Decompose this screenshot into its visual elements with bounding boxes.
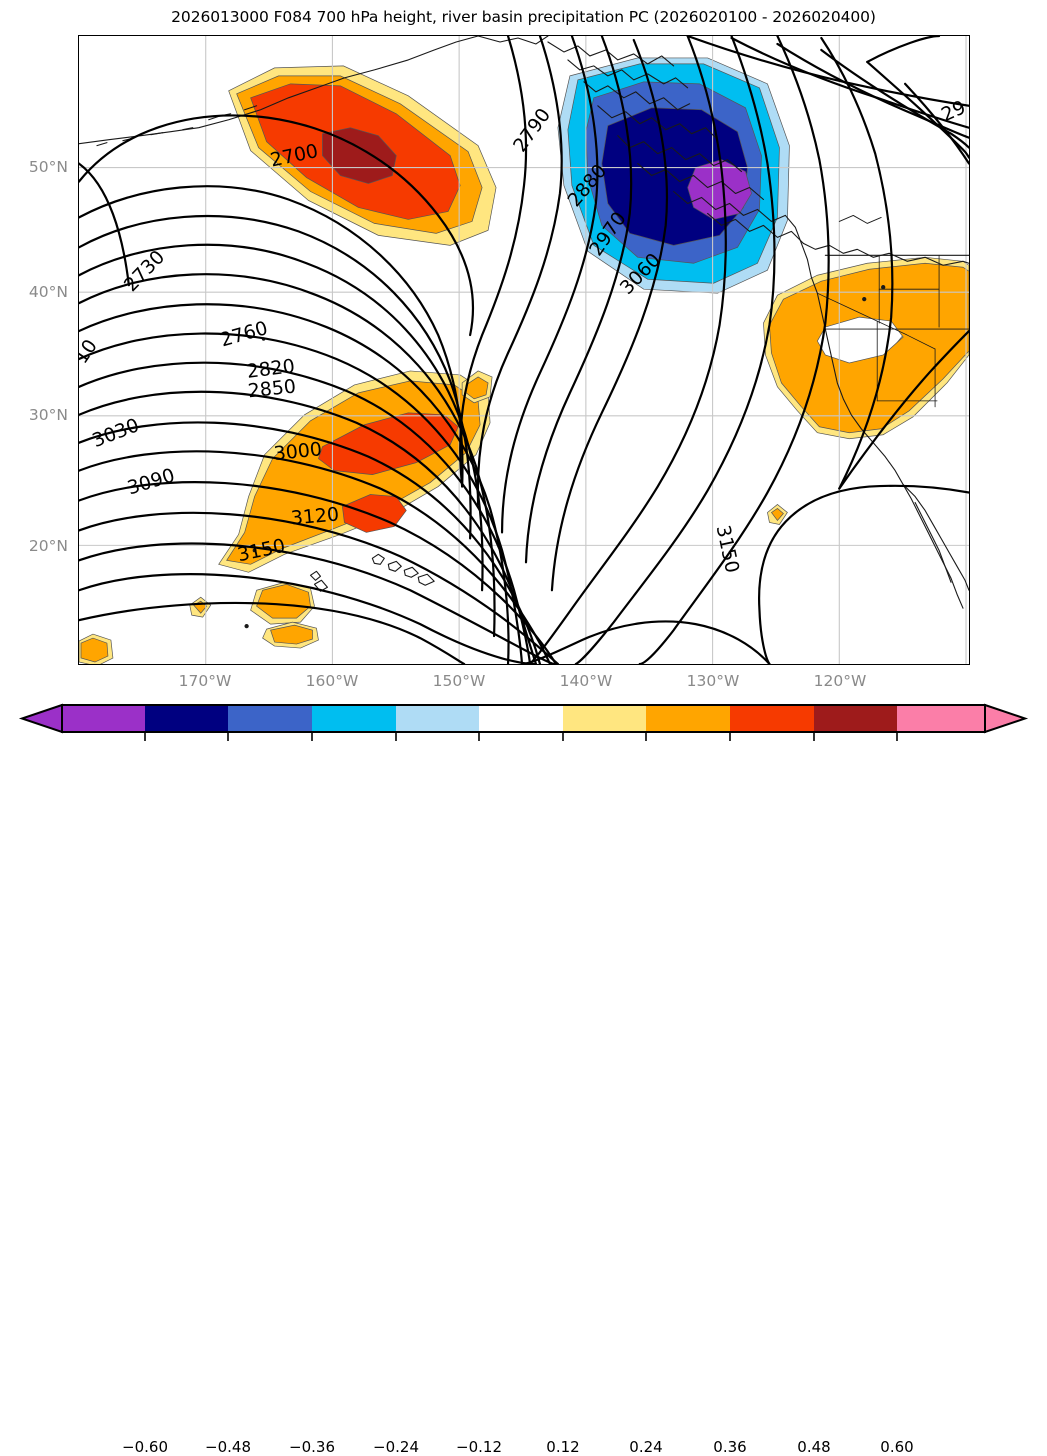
contour-label-2760: 2760 [218,317,270,351]
chart-root: 2026013000 F084 700 hPa height, river ba… [0,8,1047,1456]
contour-label-3030: 3030 [89,414,142,452]
contour-label-2790: 2790 [509,104,555,156]
colorbar-tick-label-7: 0.36 [713,1438,747,1456]
contour-label-10-partial: 10 [79,335,102,367]
colorbar-tick-label-6: 0.24 [629,1438,663,1456]
colorbar-tick-label-5: 0.12 [546,1438,580,1456]
colorbar-tick-label-8: 0.48 [797,1438,831,1456]
shaded-region-southern-specks [79,581,319,664]
colorbar-tick-label-4: −0.12 [456,1438,502,1456]
ytick-label-30N: 30°N [28,406,68,424]
map-plot-area: 2700 2790 2730 2760 2820 2850 10 2880 29… [78,35,970,665]
gridlines [79,36,969,664]
ytick-label-20N: 20°N [28,537,68,555]
colorbar-ticks [144,732,898,741]
contour-label-2850: 2850 [247,375,297,402]
height-contours [79,36,969,664]
page-title: 2026013000 F084 700 hPa height, river ba… [171,8,876,26]
colorbar-outline [61,704,986,733]
colorbar-svg [18,703,1029,741]
colorbar-tick-label-2: −0.36 [289,1438,335,1456]
xtick-label-160W: 160°W [305,672,359,690]
xtick-label-130W: 130°W [686,672,740,690]
contour-label-3150-east: 3150 [712,523,744,575]
colorbar-tick-label-0: −0.60 [122,1438,168,1456]
xtick-label-140W: 140°W [559,672,613,690]
colorbar-extend-right [984,703,1029,734]
xtick-label-170W: 170°W [178,672,232,690]
colorbar-segments [62,705,985,732]
ytick-label-50N: 50°N [28,158,68,176]
contour-label-3090: 3090 [125,464,178,499]
colorbar-tick-label-1: −0.48 [205,1438,251,1456]
shaded-region-western-us-positive [763,256,969,525]
contour-label-3000: 3000 [273,438,323,465]
ytick-label-40N: 40°N [28,283,68,301]
xtick-label-120W: 120°W [813,672,867,690]
xtick-label-150W: 150°W [432,672,486,690]
colorbar: −0.60 −0.48 −0.36 −0.24 −0.12 0.12 0.24 … [0,700,1047,1456]
map-canvas: 2700 2790 2730 2760 2820 2850 10 2880 29… [79,36,969,664]
colorbar-tick-label-9: 0.60 [880,1438,914,1456]
shaded-region-small-east [461,370,493,404]
colorbar-extend-left [18,703,63,734]
colorbar-tick-label-3: −0.24 [373,1438,419,1456]
contour-label-3120: 3120 [290,503,340,529]
